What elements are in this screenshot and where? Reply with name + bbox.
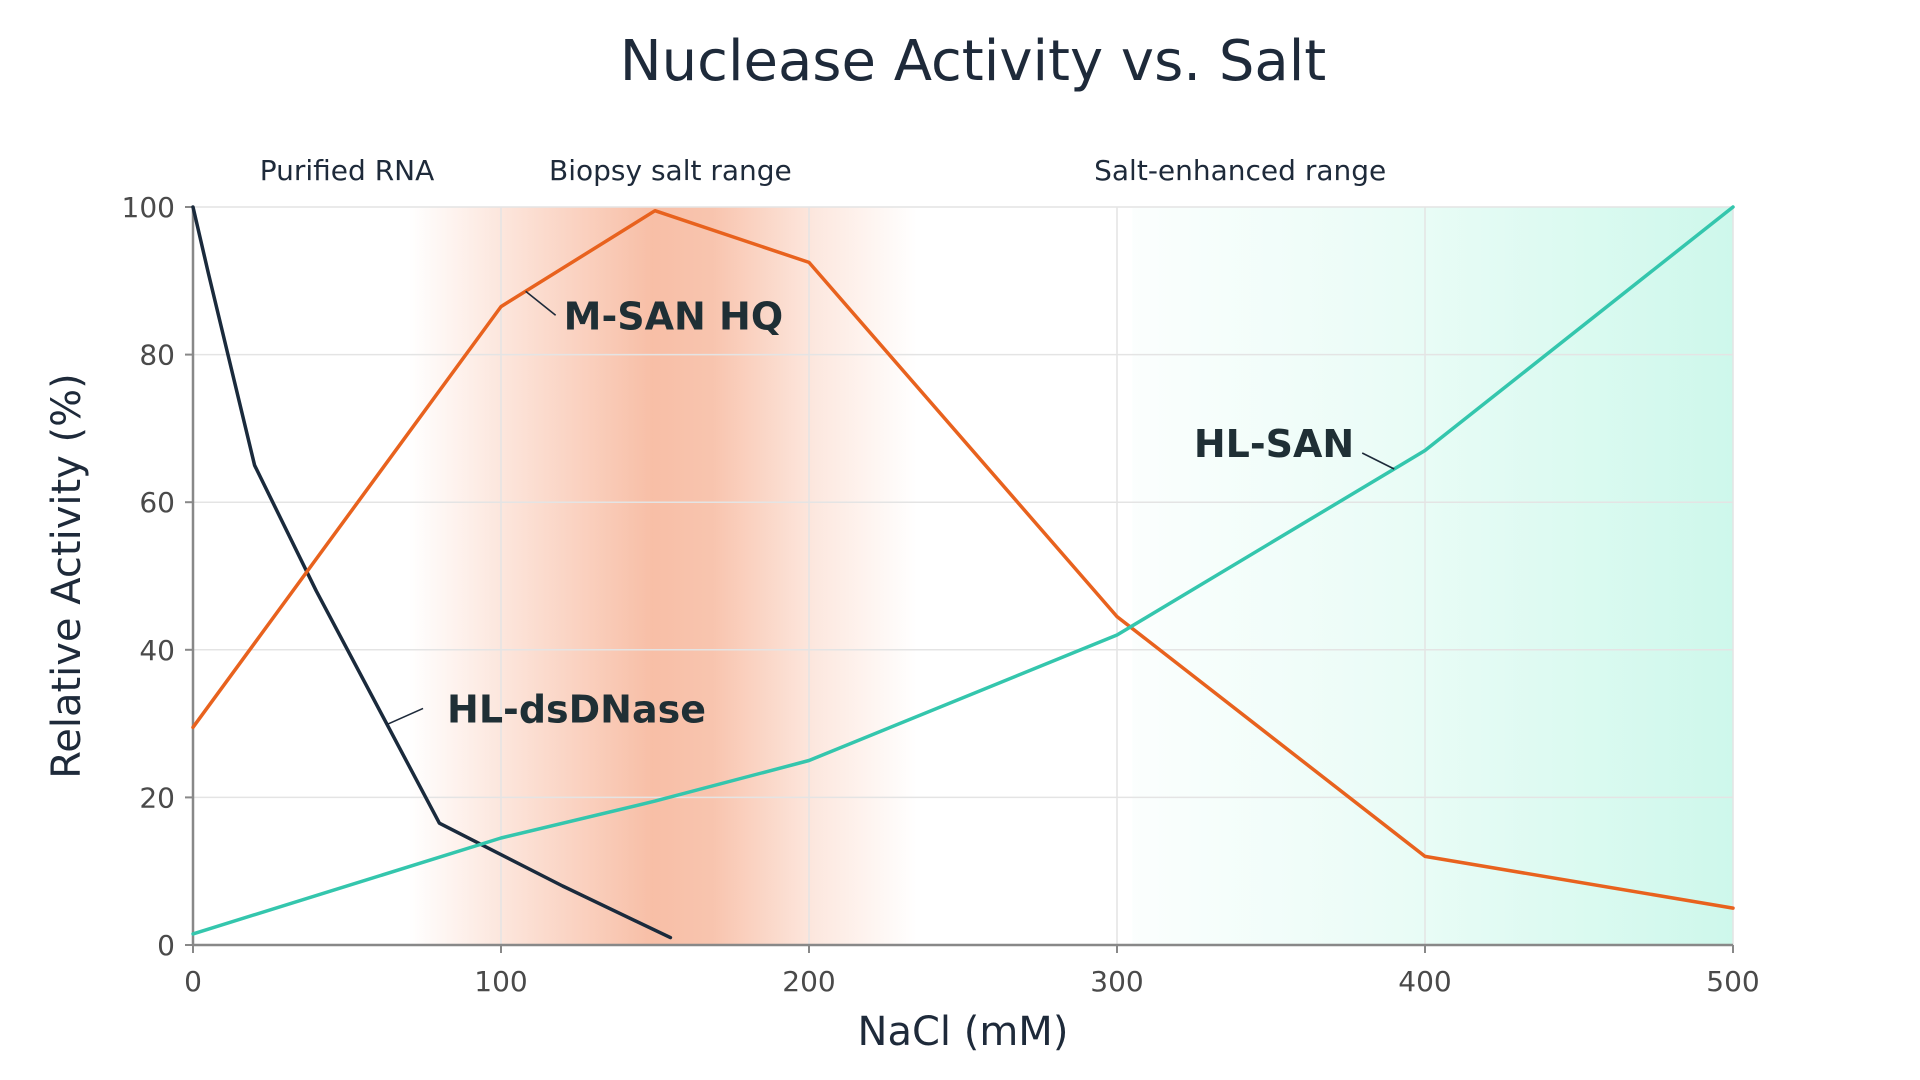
y-tick-label-20: 20 bbox=[139, 781, 175, 814]
shaded-regions bbox=[408, 207, 1733, 945]
series-group bbox=[191, 205, 1735, 940]
grid-lines bbox=[193, 206, 1734, 945]
biopsy-salt-range-shade bbox=[408, 207, 917, 945]
x-tick-label-300: 300 bbox=[1090, 965, 1143, 998]
region-label-purified-rna: Purified RNA bbox=[260, 154, 435, 187]
series-line-hl-san bbox=[191, 205, 1735, 936]
x-tick-label-400: 400 bbox=[1398, 965, 1451, 998]
x-axis-label: NaCl (mM) bbox=[858, 1009, 1069, 1055]
hl-san-label: HL-SAN bbox=[1194, 422, 1354, 466]
x-tick-label-200: 200 bbox=[782, 965, 835, 998]
y-tick-label-60: 60 bbox=[139, 486, 175, 519]
m-san-hq-leader-line bbox=[525, 290, 557, 316]
y-tick-labels: 0 20 40 60 80 100 bbox=[122, 191, 193, 962]
region-label-salt-enhanced-range: Salt-enhanced range bbox=[1094, 154, 1386, 187]
x-tick-labels: 0 100 200 300 400 500 bbox=[184, 945, 1760, 998]
y-axis-label: Relative Activity (%) bbox=[44, 373, 90, 779]
y-tick-label-100: 100 bbox=[122, 191, 175, 224]
y-tick-label-40: 40 bbox=[139, 634, 175, 667]
chart-title: Nuclease Activity vs. Salt bbox=[620, 29, 1326, 94]
salt-enhanced-range-shade bbox=[1132, 207, 1733, 945]
series-line-hl-dsdnase bbox=[191, 205, 673, 940]
hl-dsdnase-leader-line bbox=[386, 707, 424, 726]
hl-san-leader-line bbox=[1361, 452, 1395, 470]
hl-dsdnase-label: HL-dsDNase bbox=[447, 687, 706, 731]
y-tick-label-0: 0 bbox=[157, 929, 175, 962]
x-tick-label-100: 100 bbox=[474, 965, 527, 998]
series-line-m-san-hq bbox=[191, 208, 1735, 910]
x-tick-label-500: 500 bbox=[1706, 965, 1759, 998]
y-tick-label-80: 80 bbox=[139, 339, 175, 372]
axes bbox=[191, 207, 1733, 947]
x-tick-label-0: 0 bbox=[184, 965, 202, 998]
m-san-hq-label: M-SAN HQ bbox=[564, 294, 784, 338]
region-label-biopsy-salt-range: Biopsy salt range bbox=[549, 154, 792, 187]
